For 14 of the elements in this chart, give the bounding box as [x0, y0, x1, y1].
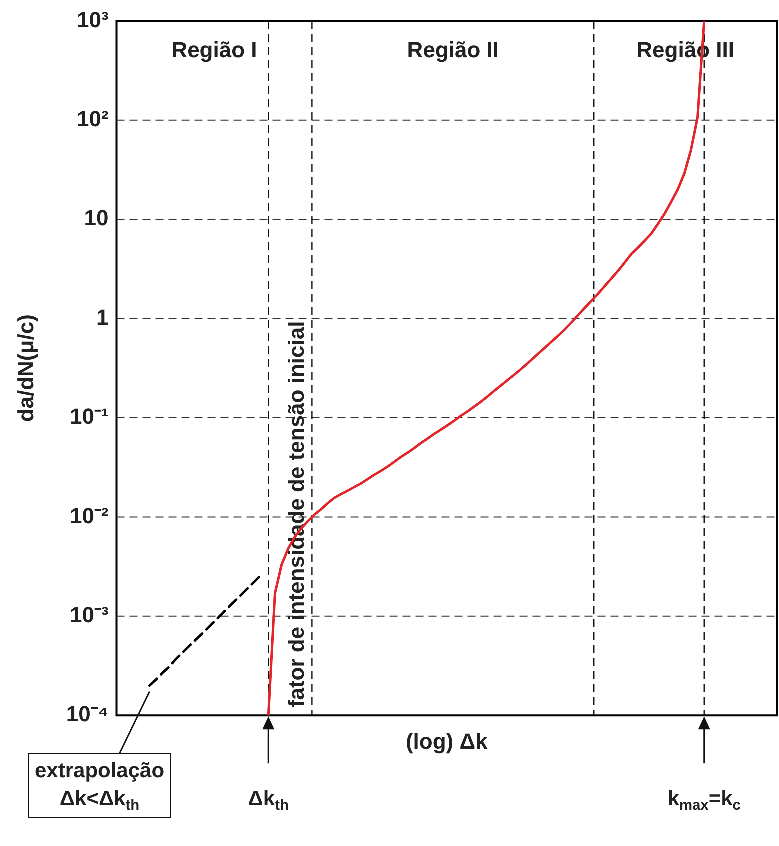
y-tick-label: 10⁻³ — [70, 602, 109, 628]
y-tick-label: 10⁻² — [70, 503, 109, 528]
y-tick-label: 10 — [84, 206, 109, 231]
annotation: Região II — [407, 37, 499, 62]
y-tick-label: 1 — [96, 304, 109, 330]
y-tick-label: 10³ — [76, 7, 109, 32]
y-axis-title: da/dN(μ/c) — [13, 314, 38, 422]
annotation: fator de intensidade de tensão inicial — [284, 321, 310, 708]
annotation: Região I — [172, 37, 258, 62]
y-tick-label: 10⁻¹ — [70, 404, 109, 430]
x-axis-title: (log) Δk — [406, 728, 489, 754]
line-series — [148, 573, 264, 687]
y-tick-label: 10² — [76, 106, 109, 132]
y-tick-label: 10⁻⁴ — [66, 702, 109, 727]
